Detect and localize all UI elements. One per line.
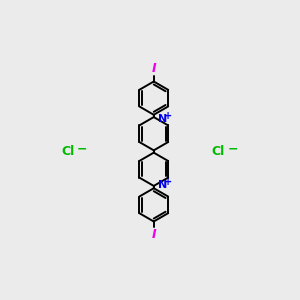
Text: Cl: Cl: [212, 145, 225, 158]
Text: I: I: [152, 62, 156, 75]
Text: +: +: [164, 177, 172, 187]
Text: +: +: [164, 111, 172, 121]
Text: I: I: [152, 228, 156, 241]
Text: −: −: [77, 143, 88, 156]
Text: Cl: Cl: [61, 145, 75, 158]
Text: N: N: [158, 179, 167, 190]
Text: −: −: [227, 143, 238, 156]
Text: N: N: [158, 114, 167, 124]
